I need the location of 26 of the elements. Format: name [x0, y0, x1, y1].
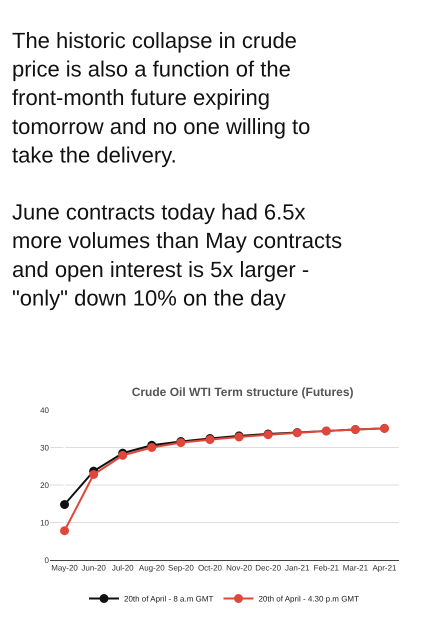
y-tick-label: 20 — [40, 480, 50, 490]
point — [60, 500, 70, 509]
point — [60, 526, 70, 536]
x-tick-label: Sep-20 — [168, 564, 194, 573]
x-tick-label: May-20 — [51, 564, 78, 573]
point — [89, 470, 98, 479]
x-tick-label: Oct-20 — [198, 564, 223, 573]
chart-title: Crude Oil WTI Term structure (Futures) — [132, 385, 354, 400]
x-tick-label: Nov-20 — [226, 564, 252, 573]
x-tick-label: Mar-21 — [342, 564, 369, 573]
x-tick-label: Aug-20 — [138, 564, 166, 573]
text: The historic collapse in crude price is also a function of the front-month future expiring tomorrow and no one willing to take the delivery. — [12, 28, 310, 168]
x-tick-label: Feb-21 — [314, 564, 340, 573]
x-tick-label: Jan-21 — [284, 564, 310, 573]
x-tick-label: Jul-20 — [112, 564, 134, 573]
point — [147, 443, 156, 452]
y-tick-label: 40 — [40, 406, 50, 415]
y-tick-label: 30 — [40, 443, 50, 452]
legend-label: 20th of April - 8 a.m GMT — [124, 594, 214, 604]
legend-label: 20th of April - 4.30 p.m GMT — [258, 594, 360, 604]
text: June contracts today had 6.5x more volumes than May contracts and open interest is 5x larger - "only" down 10% on the day — [12, 200, 342, 310]
y-tick-label: 10 — [40, 518, 50, 528]
y-tick-label: 0 — [44, 556, 50, 565]
x-tick-label: Jun-20 — [81, 564, 106, 573]
x-tick-label: Dec-20 — [255, 564, 282, 573]
x-tick-label: Apr-21 — [372, 564, 398, 573]
